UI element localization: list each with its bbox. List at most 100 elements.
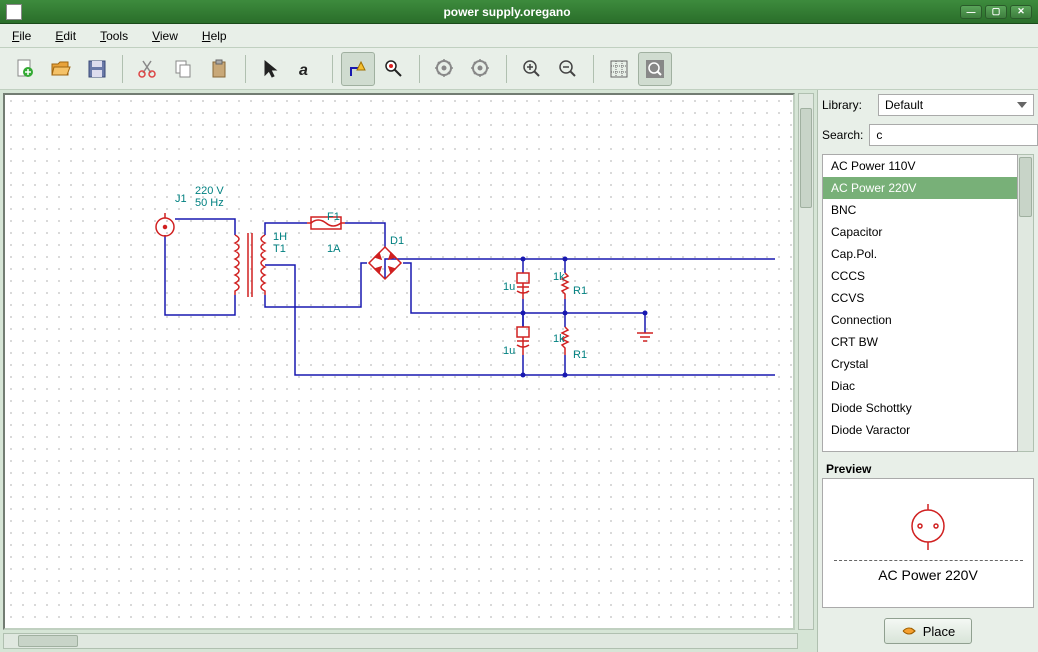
new-file-button[interactable]	[8, 52, 42, 86]
part-item[interactable]: Cap.Pol.	[823, 243, 1017, 265]
text-tool-button[interactable]: a	[290, 52, 324, 86]
new-file-icon	[14, 58, 36, 80]
part-item[interactable]: Diode Varactor	[823, 419, 1017, 441]
zoom-region-icon	[644, 58, 666, 80]
canvas-hscrollbar[interactable]	[3, 633, 798, 649]
pointer-tool-button[interactable]	[254, 52, 288, 86]
scissors-icon	[137, 58, 159, 80]
close-button[interactable]: ✕	[1010, 5, 1032, 19]
toolbar-separator	[332, 55, 333, 83]
parts-vscrollbar[interactable]	[1018, 154, 1034, 452]
preview-name: AC Power 220V	[834, 560, 1023, 583]
menu-file[interactable]: File	[6, 27, 37, 45]
circuit-label: T1	[273, 243, 286, 255]
parts-panel: Library: Default Search: AC Power 110VAC…	[818, 90, 1038, 652]
window-title: power supply.oregano	[54, 5, 960, 19]
window-controls: — ▢ ✕	[960, 5, 1032, 19]
save-icon	[86, 58, 108, 80]
cut-button[interactable]	[131, 52, 165, 86]
circuit-label: 220 V	[195, 185, 224, 197]
minimize-button[interactable]: —	[960, 5, 982, 19]
menu-tools[interactable]: Tools	[94, 27, 134, 45]
circuit-label: D1	[390, 235, 404, 247]
library-select[interactable]: Default	[878, 94, 1034, 116]
search-input[interactable]	[869, 124, 1038, 146]
circuit-label: J1	[175, 193, 187, 205]
probe-icon	[383, 58, 405, 80]
toolbar-separator	[506, 55, 507, 83]
preview-box: AC Power 220V	[822, 478, 1034, 608]
menu-view[interactable]: View	[146, 27, 184, 45]
preview-symbol	[898, 504, 958, 554]
grid-toggle-button[interactable]	[602, 52, 636, 86]
part-item[interactable]: CRT BW	[823, 331, 1017, 353]
part-item[interactable]: Capacitor	[823, 221, 1017, 243]
maximize-button[interactable]: ▢	[985, 5, 1007, 19]
part-item[interactable]: CCCS	[823, 265, 1017, 287]
grid-icon	[608, 58, 630, 80]
toolbar-separator	[245, 55, 246, 83]
search-label: Search:	[822, 128, 863, 142]
toolbar-separator	[122, 55, 123, 83]
simulate-button[interactable]	[428, 52, 462, 86]
gear-icon	[470, 58, 492, 80]
probe-tool-button[interactable]	[377, 52, 411, 86]
wire-tool-button[interactable]	[341, 52, 375, 86]
paste-button[interactable]	[203, 52, 237, 86]
circuit-label: 1k	[553, 333, 565, 345]
paste-icon	[209, 58, 231, 80]
titlebar: power supply.oregano — ▢ ✕	[0, 0, 1038, 24]
part-item[interactable]: CCVS	[823, 287, 1017, 309]
place-icon	[901, 623, 917, 639]
parts-vscroll-thumb[interactable]	[1019, 157, 1032, 217]
pointer-icon	[260, 58, 282, 80]
part-item[interactable]: Connection	[823, 309, 1017, 331]
copy-button[interactable]	[167, 52, 201, 86]
library-label: Library:	[822, 98, 872, 112]
circuit-label: 1u	[503, 281, 515, 293]
svg-text:a: a	[299, 62, 308, 79]
toolbar-separator	[419, 55, 420, 83]
preview-label: Preview	[822, 460, 1034, 478]
circuit-label: 1k	[553, 271, 565, 283]
zoom-out-button[interactable]	[551, 52, 585, 86]
menu-help[interactable]: Help	[196, 27, 233, 45]
settings-button[interactable]	[464, 52, 498, 86]
menubar: File Edit Tools View Help	[0, 24, 1038, 48]
toolbar-separator	[593, 55, 594, 83]
zoom-out-icon	[557, 58, 579, 80]
copy-icon	[173, 58, 195, 80]
circuit-label: 50 Hz	[195, 197, 224, 209]
circuit-diagram	[5, 95, 793, 628]
vscroll-thumb[interactable]	[800, 108, 812, 208]
circuit-label: R1	[573, 285, 587, 297]
wire-icon	[347, 58, 369, 80]
circuit-label: R1	[573, 349, 587, 361]
open-file-button[interactable]	[44, 52, 78, 86]
canvas-area: J1220 V50 Hz1HT1F11AD11u1u1kR11kR1	[0, 90, 818, 652]
hscroll-thumb[interactable]	[18, 635, 78, 647]
part-item[interactable]: AC Power 220V	[823, 177, 1017, 199]
parts-list[interactable]: AC Power 110VAC Power 220VBNCCapacitorCa…	[822, 154, 1018, 452]
toolbar: a	[0, 48, 1038, 90]
zoom-region-button[interactable]	[638, 52, 672, 86]
circuit-label: 1A	[327, 243, 340, 255]
part-item[interactable]: AC Power 110V	[823, 155, 1017, 177]
circuit-label: 1u	[503, 345, 515, 357]
schematic-canvas[interactable]: J1220 V50 Hz1HT1F11AD11u1u1kR11kR1	[3, 93, 795, 630]
part-item[interactable]: Diac	[823, 375, 1017, 397]
folder-icon	[50, 58, 72, 80]
app-icon	[6, 4, 22, 20]
main-area: J1220 V50 Hz1HT1F11AD11u1u1kR11kR1 Libra…	[0, 90, 1038, 652]
part-item[interactable]: Diode Schottky	[823, 397, 1017, 419]
part-item[interactable]: Crystal	[823, 353, 1017, 375]
menu-edit[interactable]: Edit	[49, 27, 82, 45]
circuit-label: F1	[327, 211, 340, 223]
save-button[interactable]	[80, 52, 114, 86]
part-item[interactable]: BNC	[823, 199, 1017, 221]
gear-run-icon	[434, 58, 456, 80]
canvas-vscrollbar[interactable]	[798, 93, 814, 630]
zoom-in-button[interactable]	[515, 52, 549, 86]
place-button[interactable]: Place	[884, 618, 973, 644]
zoom-in-icon	[521, 58, 543, 80]
